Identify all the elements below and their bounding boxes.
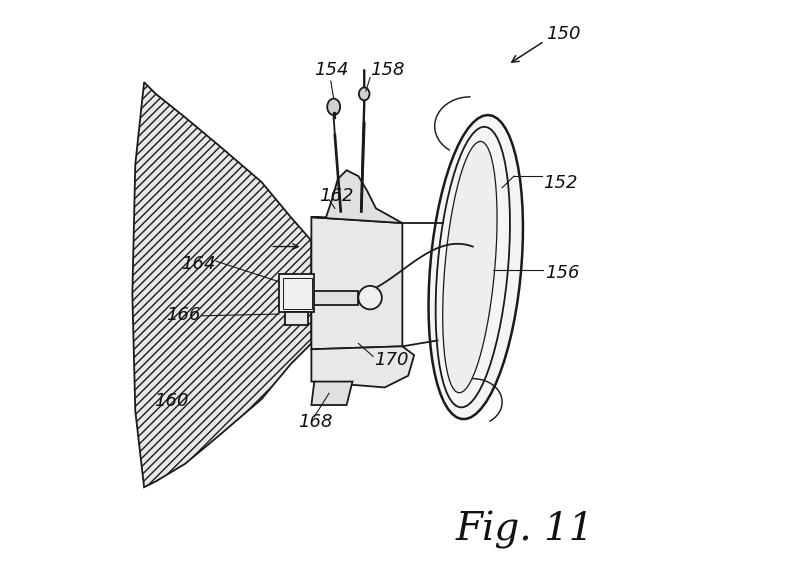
Polygon shape (428, 115, 523, 419)
Text: 168: 168 (298, 413, 333, 431)
Polygon shape (442, 141, 497, 393)
Polygon shape (312, 170, 402, 223)
Polygon shape (312, 382, 352, 405)
Ellipse shape (328, 99, 340, 115)
Polygon shape (312, 346, 414, 387)
Text: 166: 166 (167, 306, 201, 324)
Polygon shape (312, 217, 402, 349)
Polygon shape (285, 312, 308, 325)
Text: 150: 150 (546, 25, 580, 43)
Text: 154: 154 (314, 61, 349, 79)
Polygon shape (132, 82, 312, 487)
Text: 156: 156 (545, 264, 580, 282)
Text: 160: 160 (154, 392, 189, 410)
Text: Fig. 11: Fig. 11 (455, 511, 594, 548)
Text: 158: 158 (370, 61, 404, 79)
Text: 162: 162 (319, 187, 354, 205)
Ellipse shape (359, 87, 370, 100)
Circle shape (358, 286, 381, 309)
Polygon shape (314, 291, 358, 305)
Text: 164: 164 (181, 255, 216, 273)
Text: 170: 170 (374, 351, 408, 369)
Polygon shape (279, 274, 314, 312)
Text: 152: 152 (543, 174, 578, 192)
